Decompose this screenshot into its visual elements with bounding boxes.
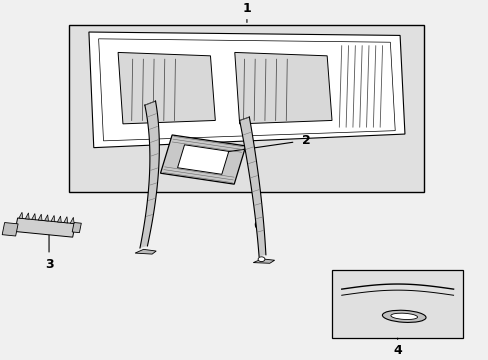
Polygon shape	[140, 101, 159, 248]
Polygon shape	[2, 222, 18, 236]
Polygon shape	[253, 259, 274, 263]
Text: 3: 3	[44, 258, 53, 271]
Polygon shape	[99, 39, 394, 141]
Polygon shape	[38, 214, 42, 220]
Polygon shape	[239, 117, 265, 256]
Polygon shape	[51, 215, 55, 222]
Text: 2: 2	[301, 134, 310, 147]
Polygon shape	[70, 217, 74, 224]
Polygon shape	[19, 212, 23, 219]
Bar	[69, 25, 424, 192]
Ellipse shape	[390, 313, 417, 319]
Polygon shape	[135, 249, 156, 254]
Text: 5: 5	[161, 81, 170, 94]
Text: 4: 4	[392, 344, 401, 357]
Polygon shape	[64, 217, 67, 223]
Polygon shape	[44, 215, 48, 221]
Polygon shape	[32, 213, 36, 220]
Bar	[331, 270, 462, 338]
Polygon shape	[118, 53, 215, 124]
Ellipse shape	[382, 310, 425, 323]
Polygon shape	[160, 135, 245, 184]
Text: 1: 1	[242, 2, 251, 15]
Polygon shape	[15, 218, 75, 237]
Polygon shape	[57, 216, 61, 222]
Polygon shape	[177, 145, 228, 174]
Polygon shape	[25, 213, 29, 219]
Polygon shape	[234, 53, 331, 124]
Polygon shape	[89, 32, 404, 148]
Text: 6: 6	[253, 219, 262, 232]
Circle shape	[258, 257, 264, 262]
Polygon shape	[72, 222, 81, 233]
